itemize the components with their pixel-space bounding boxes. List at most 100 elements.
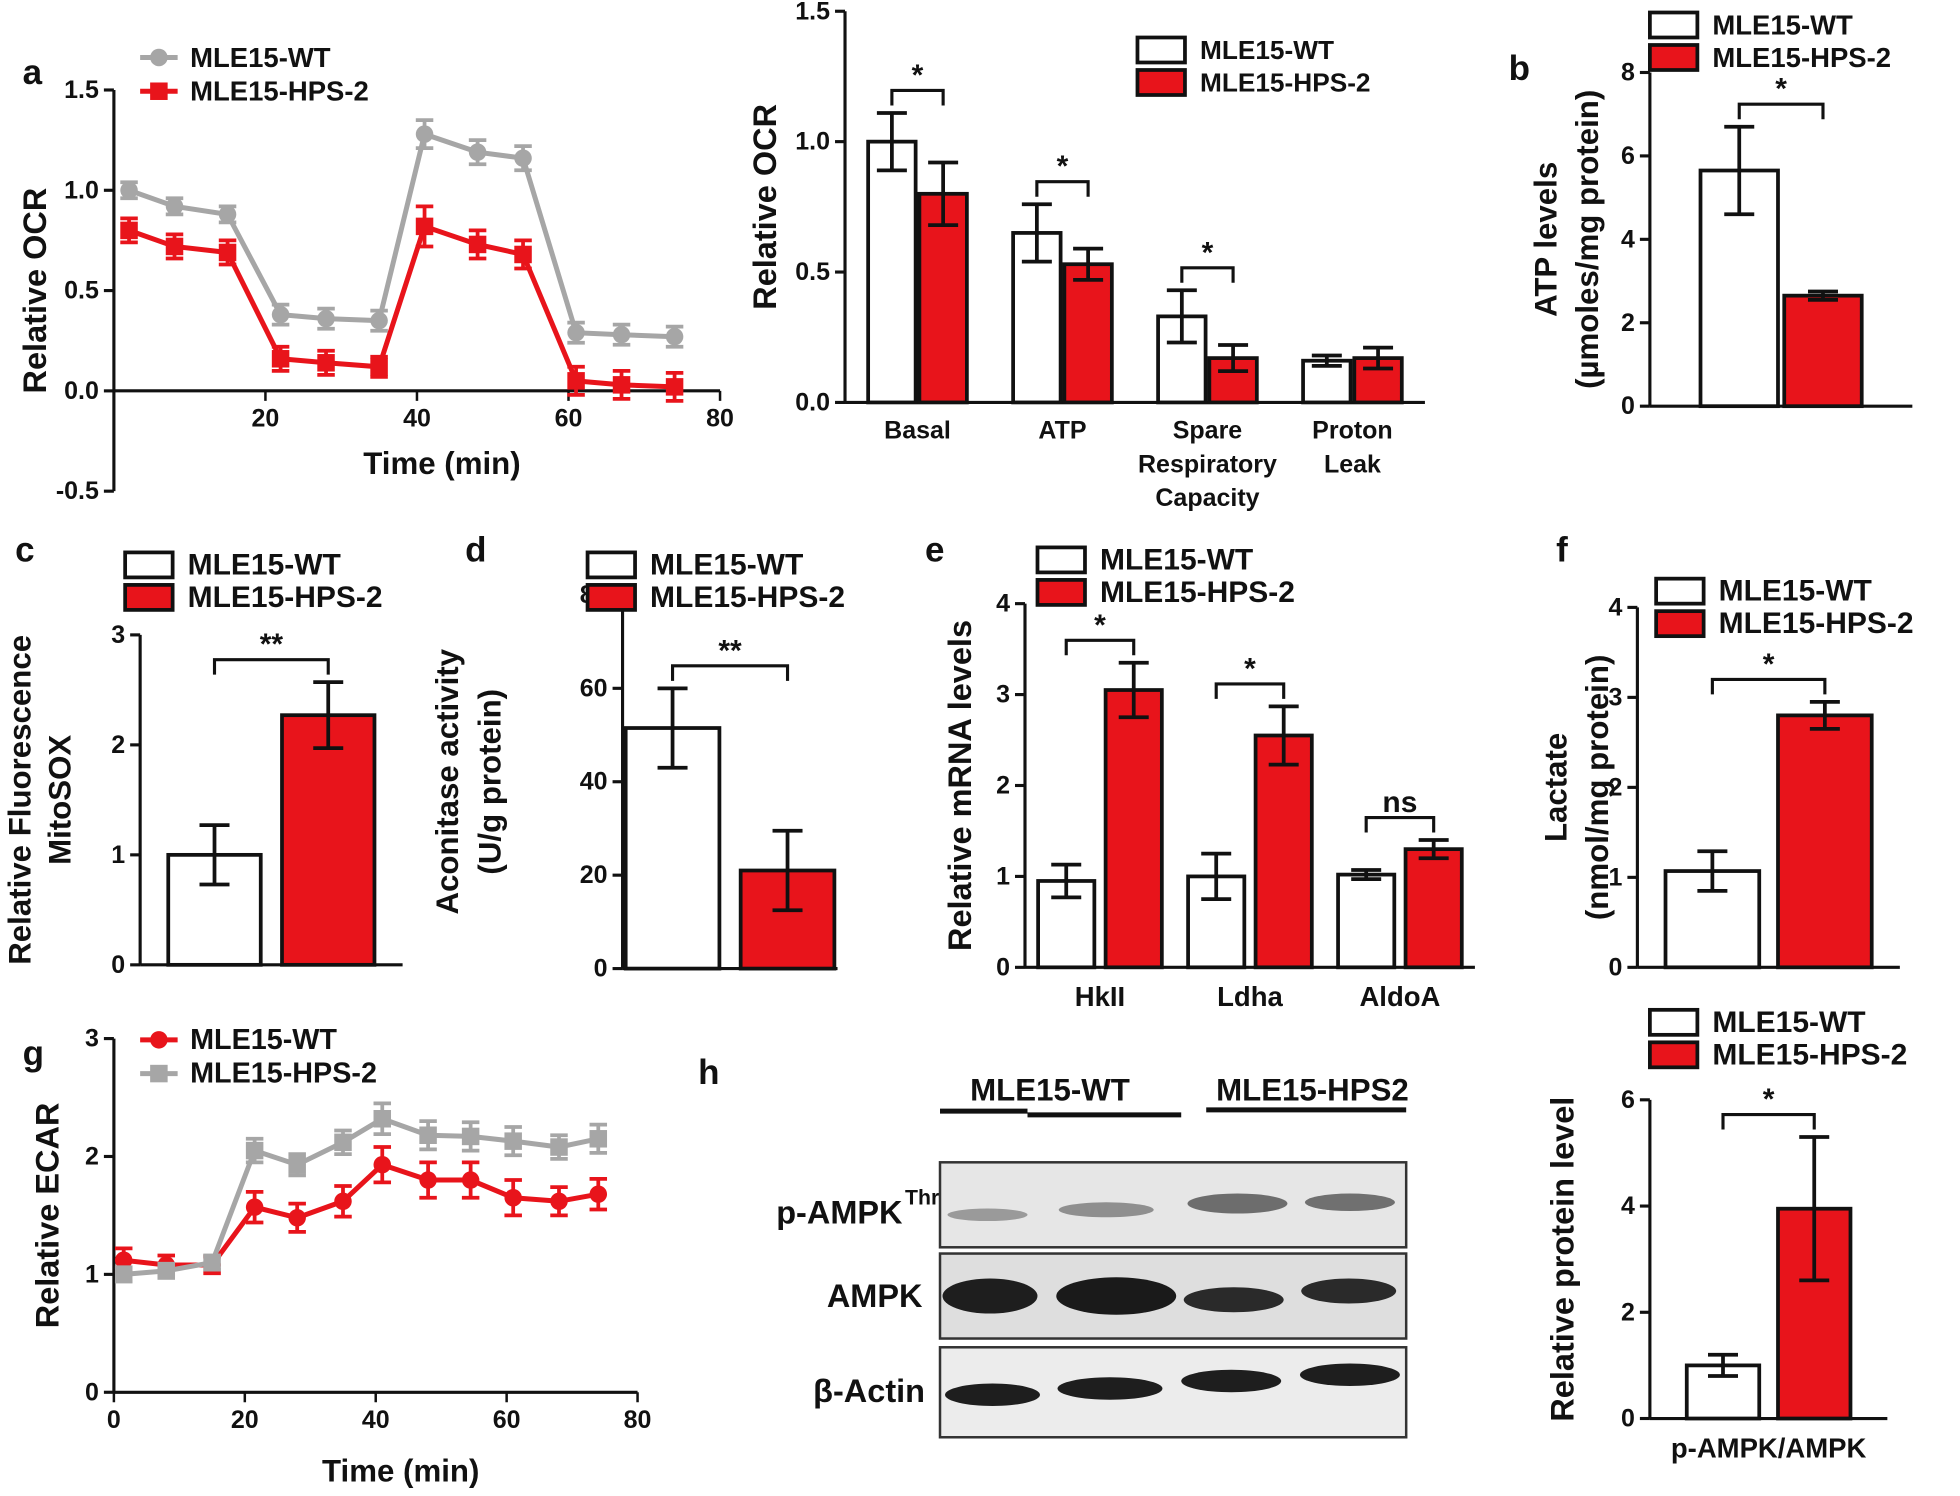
marker — [271, 305, 290, 324]
y-tick-label: 0 — [1608, 953, 1622, 981]
x-tick-label: 40 — [403, 404, 431, 432]
y-axis-title: Relative protein level — [1544, 1097, 1580, 1422]
x-tick-label: 80 — [706, 404, 734, 432]
blot-band — [1301, 1278, 1397, 1304]
significance-label: ** — [718, 634, 742, 667]
significance-label: * — [1244, 652, 1256, 685]
blot-group-label: MLE15-WT — [970, 1072, 1130, 1107]
marker — [612, 376, 631, 394]
error-bar — [772, 828, 803, 913]
y-axis-title: Relative ECAR — [30, 1103, 66, 1329]
x-tick-label: ATP — [1038, 417, 1087, 445]
bar — [917, 191, 969, 405]
legend-label: MLE15-WT — [1100, 543, 1253, 576]
y-tick-label: 8 — [1621, 58, 1635, 86]
legend-label: MLE15-WT — [1712, 1006, 1865, 1039]
significance-bracket — [670, 664, 790, 681]
category-label-box: ATP — [1038, 417, 1087, 445]
significance-bracket — [1214, 682, 1286, 699]
y-tick-label: 0 — [85, 1378, 99, 1406]
legend-swatch — [1648, 10, 1700, 40]
legend-swatch — [1035, 545, 1087, 575]
x-tick-label: AldoA — [1359, 981, 1441, 1013]
marker — [245, 1198, 264, 1216]
legend-label: MLE15-HPS-2 — [190, 1058, 377, 1090]
panel-letter: d — [465, 530, 486, 569]
error-bar — [1118, 660, 1149, 720]
legend-label: MLE15-WT — [1712, 9, 1853, 40]
y-tick-label: 6 — [1621, 142, 1635, 170]
significance-bracket — [212, 658, 330, 675]
error-bar — [1363, 345, 1394, 371]
blot-band — [1057, 1377, 1163, 1400]
blot-row-label: p-AMPK — [776, 1194, 903, 1230]
legend-swatch — [585, 583, 637, 612]
y-axis-title: (U/g protein) — [473, 689, 508, 875]
marker — [203, 1253, 221, 1272]
significance-label: ** — [260, 628, 284, 661]
y-tick-label: 60 — [580, 674, 608, 702]
blot-band — [1187, 1193, 1288, 1214]
blot-band — [1183, 1287, 1284, 1313]
x-tick-label: HkII — [1074, 981, 1126, 1013]
legend-label: MLE15-WT — [190, 42, 331, 73]
marker — [550, 1192, 568, 1211]
bar — [1776, 713, 1874, 970]
marker — [567, 323, 585, 342]
legend-marker — [150, 82, 168, 100]
marker — [612, 325, 631, 344]
legend-label: MLE15-HPS-2 — [188, 581, 383, 614]
significance-bracket — [1180, 266, 1235, 283]
blot-band — [1181, 1369, 1282, 1393]
y-axis-title: ATP levels — [1529, 162, 1564, 317]
legend-swatch — [1648, 1040, 1700, 1070]
y-tick-label: 2 — [1621, 309, 1635, 337]
category-label-box: Spare Respiratory Capacity — [1138, 417, 1277, 512]
y-tick-label: 3 — [996, 681, 1010, 709]
y-tick-label: 2 — [996, 771, 1010, 799]
significance-bracket — [1035, 180, 1090, 197]
bar — [1103, 688, 1164, 970]
y-tick-label: 1.5 — [64, 76, 99, 104]
y-tick-label: 2 — [1621, 1298, 1635, 1326]
blot-band — [1058, 1202, 1154, 1218]
x-tick-label: 40 — [362, 1406, 390, 1434]
marker — [373, 1155, 392, 1174]
bar — [1036, 879, 1097, 970]
y-tick-label: 0.5 — [795, 258, 830, 286]
legend-swatch — [123, 550, 175, 580]
y-tick-label: 0 — [594, 955, 608, 983]
y-axis-title: Aconitase activity — [430, 648, 465, 914]
legend-marker — [150, 1064, 168, 1083]
significance-label: * — [912, 59, 924, 92]
error-bar — [199, 823, 230, 887]
bar — [1253, 733, 1314, 970]
error-bar — [876, 111, 907, 173]
legend-label: MLE15-HPS-2 — [1100, 576, 1295, 609]
legend-label: MLE15-WT — [190, 1024, 337, 1056]
legend-label: MLE15-HPS-2 — [1719, 607, 1914, 640]
category-label-box: Ldha — [1217, 981, 1283, 1012]
y-tick-label: 0 — [111, 951, 125, 979]
error-bar — [313, 680, 344, 751]
marker — [415, 125, 434, 143]
x-tick-label: p-AMPK/AMPK — [1670, 1432, 1867, 1464]
error-bar — [1351, 868, 1382, 882]
legend-label: MLE15-HPS-2 — [1200, 67, 1371, 97]
legend-swatch — [1654, 609, 1706, 639]
error-bar — [1051, 862, 1082, 900]
blot-band — [1299, 1363, 1400, 1387]
y-tick-label: 1.5 — [795, 0, 830, 25]
blot-group-label: MLE15-HPS2 — [1216, 1072, 1409, 1107]
blot-band — [1304, 1193, 1395, 1212]
y-tick-label: 1 — [111, 841, 125, 869]
marker — [114, 1265, 133, 1284]
marker — [514, 149, 532, 167]
y-tick-label: 1 — [85, 1260, 99, 1288]
category-label-box: Proton Leak — [1312, 417, 1393, 478]
marker — [334, 1192, 352, 1211]
legend-label: MLE15-HPS-2 — [1712, 1038, 1907, 1071]
bar — [1403, 847, 1464, 970]
blot-band — [942, 1278, 1038, 1314]
